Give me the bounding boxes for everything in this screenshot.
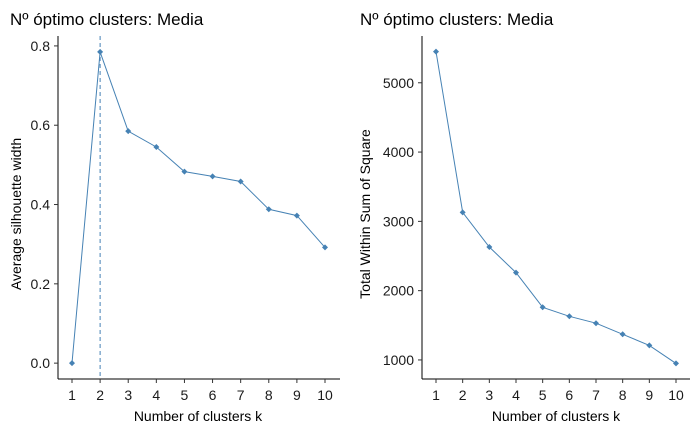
wss-x-ticks: 1 2 3 4 5 6 7 8 9 10: [432, 379, 684, 403]
wss-x-tick-label: 10: [668, 387, 684, 403]
silhouette-x-axis-title: Number of clusters k: [134, 408, 263, 424]
silhouette-data-point: [97, 48, 104, 55]
wss-chart-title: Nº óptimo clusters: Media: [360, 10, 554, 29]
silhouette-data-point: [69, 360, 75, 367]
silhouette-panel: Nº óptimo clusters: Media Average silhou…: [8, 10, 340, 424]
wss-x-tick-label: 8: [619, 387, 627, 403]
silhouette-chart-title: Nº óptimo clusters: Media: [10, 10, 204, 29]
wss-x-tick-label: 3: [485, 387, 493, 403]
silhouette-x-ticks: 1 2 3 4 5 6 7 8 9 10: [68, 379, 333, 403]
silhouette-data-point: [322, 244, 328, 251]
silhouette-data-point: [153, 144, 160, 151]
silhouette-y-tick-label: 0.6: [31, 117, 51, 133]
silhouette-data-point: [265, 206, 272, 213]
wss-y-axis-title: Total Within Sum of Square: [357, 129, 373, 299]
wss-x-axis-title: Number of clusters k: [492, 408, 621, 424]
wss-y-tick-label: 2000: [383, 283, 414, 299]
silhouette-y-tick-label: 0.4: [31, 197, 51, 213]
silhouette-x-tick-label: 3: [124, 387, 132, 403]
silhouette-x-tick-label: 6: [209, 387, 217, 403]
wss-data-point: [513, 269, 519, 276]
wss-y-ticks: 1000 2000 3000 4000 5000: [383, 75, 422, 368]
wss-x-tick-label: 2: [459, 387, 467, 403]
silhouette-x-tick-label: 8: [265, 387, 273, 403]
wss-panel: Nº óptimo clusters: Media Total Within S…: [357, 10, 690, 424]
silhouette-series-line: [71, 51, 326, 364]
wss-y-tick-label: 3000: [383, 213, 414, 229]
wss-data-point: [459, 209, 466, 216]
silhouette-data-point: [293, 212, 300, 219]
silhouette-x-tick-label: 7: [237, 387, 245, 403]
silhouette-y-ticks: 0.0 0.2 0.4 0.6 0.8: [31, 38, 58, 371]
wss-data-point: [566, 313, 573, 320]
silhouette-data-point: [125, 128, 132, 135]
silhouette-data-point: [209, 173, 216, 180]
wss-x-tick-label: 1: [432, 387, 440, 403]
wss-data-point: [593, 320, 599, 327]
silhouette-y-tick-label: 0.2: [31, 276, 51, 292]
silhouette-x-tick-label: 9: [293, 387, 301, 403]
silhouette-x-tick-label: 2: [96, 387, 104, 403]
wss-data-point: [539, 304, 546, 311]
wss-data-point: [619, 331, 626, 338]
wss-y-tick-label: 4000: [383, 144, 414, 160]
silhouette-data-points: [69, 48, 328, 367]
wss-data-point: [646, 342, 653, 349]
wss-series-line: [435, 51, 677, 364]
silhouette-data-point: [181, 168, 188, 175]
wss-y-tick-label: 1000: [383, 352, 414, 368]
silhouette-x-tick-label: 10: [317, 387, 333, 403]
wss-data-points: [433, 48, 679, 367]
silhouette-x-tick-label: 5: [181, 387, 189, 403]
silhouette-y-tick-label: 0.8: [31, 38, 51, 54]
wss-x-tick-label: 6: [565, 387, 573, 403]
wss-data-point: [673, 360, 679, 367]
silhouette-y-axis-title: Average silhouette width: [8, 138, 24, 290]
silhouette-y-tick-label: 0.0: [31, 355, 51, 371]
wss-x-tick-label: 7: [592, 387, 600, 403]
silhouette-x-tick-label: 1: [68, 387, 76, 403]
wss-data-point: [486, 243, 493, 250]
wss-x-tick-label: 5: [539, 387, 547, 403]
wss-x-tick-label: 9: [645, 387, 653, 403]
wss-y-tick-label: 5000: [383, 75, 414, 91]
silhouette-x-tick-label: 4: [152, 387, 160, 403]
wss-x-tick-label: 4: [512, 387, 520, 403]
wss-data-point: [433, 48, 439, 55]
silhouette-data-point: [237, 178, 244, 185]
